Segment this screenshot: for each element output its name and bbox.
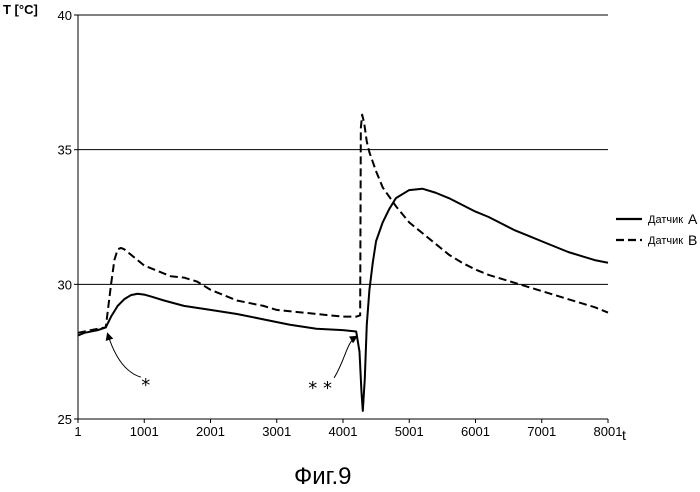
figure-caption: Фиг.9 — [294, 463, 352, 490]
x-tick-label-1: 1 — [74, 424, 81, 439]
gridlines — [78, 15, 608, 284]
x-axis-label: t — [622, 427, 626, 443]
y-tick-label-40: 40 — [58, 8, 72, 23]
x-tick-label-8001: 8001 — [594, 424, 623, 439]
annotation-label-1: * — [141, 375, 150, 396]
x-tick-label-3001: 3001 — [262, 424, 291, 439]
x-tick-labels: 1 1001 2001 3001 4001 5001 6001 7001 8001 — [74, 419, 622, 439]
y-tick-labels: 25 30 35 40 — [58, 8, 78, 427]
x-tick-label-6001: 6001 — [461, 424, 490, 439]
legend-letter-a: A — [688, 211, 698, 227]
series-line-a — [78, 189, 608, 411]
annotation-arrow-2 — [334, 337, 356, 378]
legend-label-a: Датчик — [648, 214, 683, 226]
legend: Датчик A Датчик B — [616, 211, 698, 248]
temperature-chart: 25 30 35 40 1 1001 2001 3001 4001 5001 6001 7001 80… — [0, 0, 700, 492]
y-tick-label-25: 25 — [58, 412, 72, 427]
series-lines — [78, 115, 608, 411]
x-tick-label-7001: 7001 — [527, 424, 556, 439]
x-tick-label-1001: 1001 — [130, 424, 159, 439]
series-line-b — [78, 115, 608, 333]
annotation-arrow-1 — [108, 334, 141, 377]
annotation-label-2: * * — [308, 378, 332, 399]
y-tick-label-30: 30 — [58, 277, 72, 292]
annotations: * * * — [108, 334, 356, 399]
y-axis-label: T [°C] — [3, 2, 38, 17]
x-tick-label-4001: 4001 — [329, 424, 358, 439]
x-tick-label-2001: 2001 — [196, 424, 225, 439]
x-tick-label-5001: 5001 — [395, 424, 424, 439]
legend-letter-b: B — [688, 232, 697, 248]
y-tick-label-35: 35 — [58, 143, 72, 158]
legend-label-b: Датчик — [648, 235, 683, 247]
